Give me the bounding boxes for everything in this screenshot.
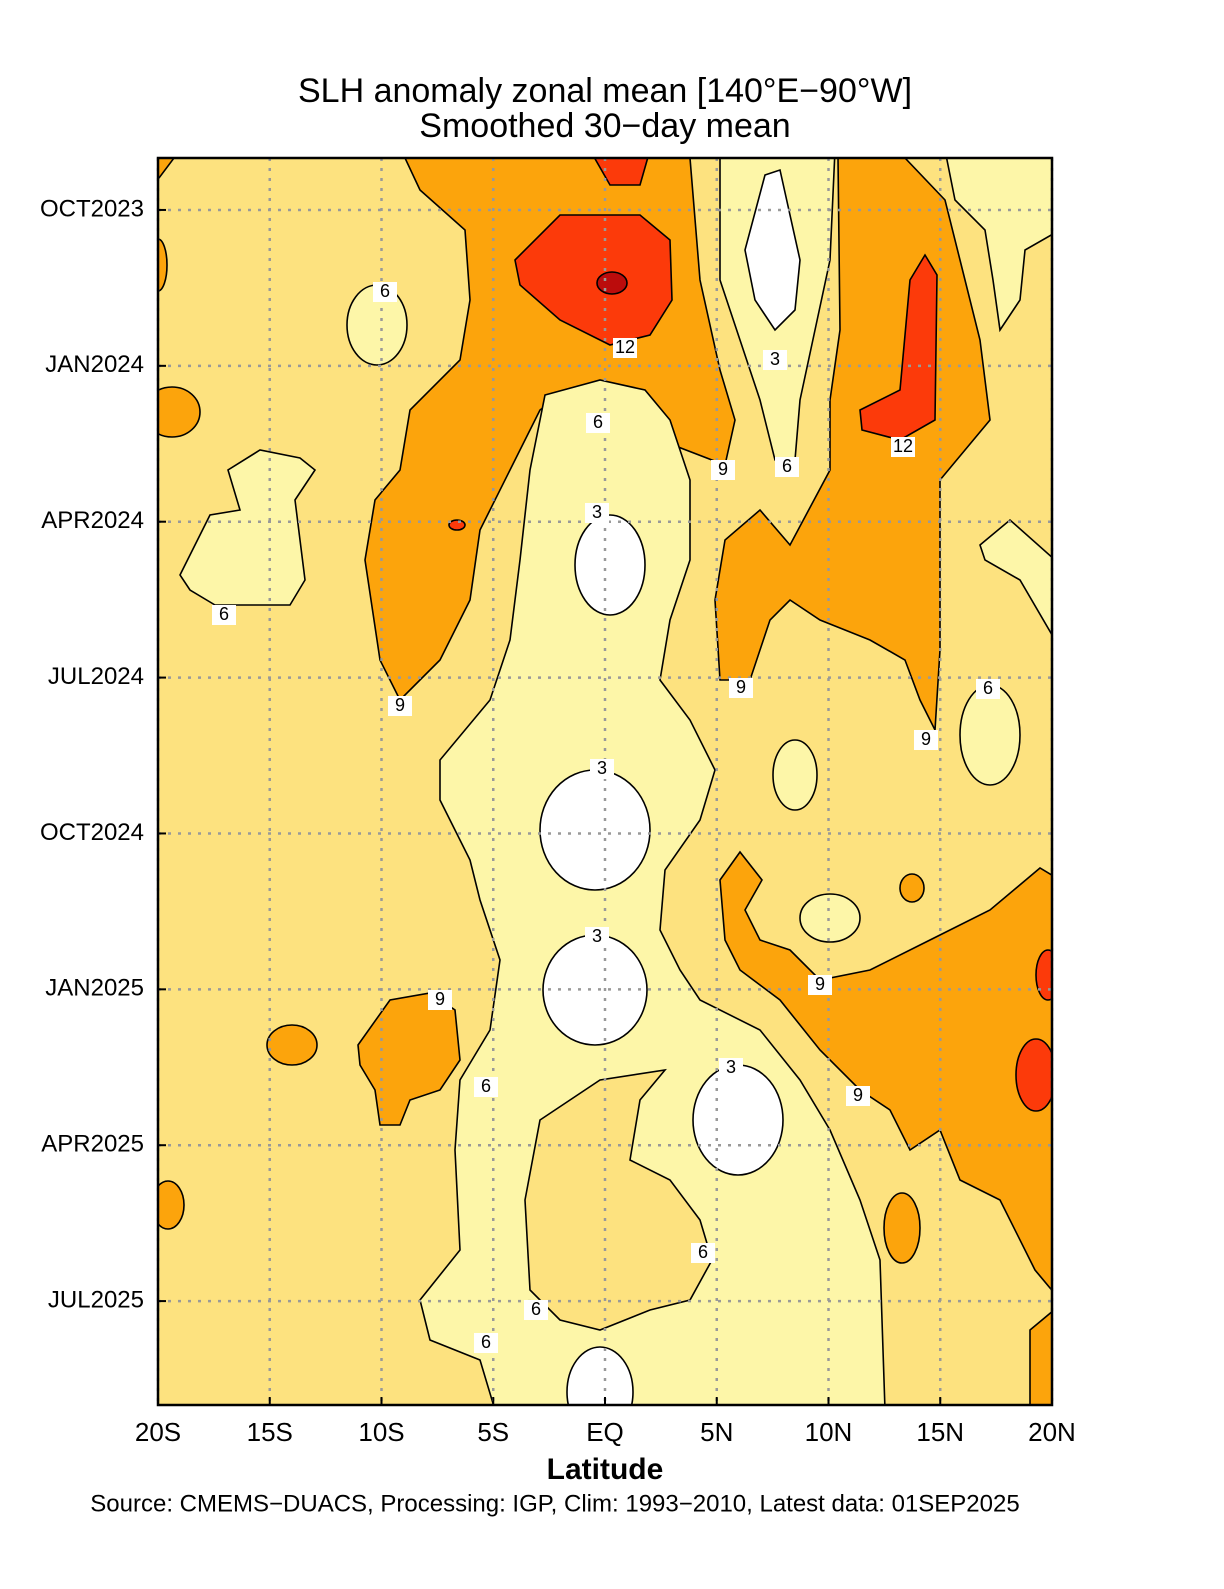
overlay: 6 12 3 6 9 6 12 3 6 9 9 6 9 3 3 9 9 6 3 9 6 6 6 xyxy=(156,158,1054,1405)
contour-label-bg xyxy=(613,338,637,358)
x-tick-label: EQ xyxy=(586,1417,624,1447)
contour-label-bg xyxy=(590,759,614,779)
y-tick-label: JAN2024 xyxy=(45,351,144,378)
contour-label: 6 xyxy=(593,412,603,432)
y-tick-label: OCT2024 xyxy=(40,819,144,846)
contour-label: 6 xyxy=(983,678,993,698)
contour-label-bg xyxy=(585,927,609,947)
contour-label-bg xyxy=(976,679,1000,699)
contour-label: 6 xyxy=(698,1242,708,1262)
contour-label: 9 xyxy=(921,729,931,749)
contour-label: 9 xyxy=(736,677,746,697)
contour-label-bg xyxy=(891,437,915,457)
contour-label-bg xyxy=(763,350,787,370)
x-tick-label: 20N xyxy=(1028,1417,1076,1447)
x-tick-label: 10N xyxy=(805,1417,853,1447)
contour-field xyxy=(158,158,1052,1405)
plot-frame xyxy=(156,156,1054,1407)
x-tick-label: 5N xyxy=(700,1417,733,1447)
contour-label-bg xyxy=(846,1086,870,1106)
contour-label: 3 xyxy=(597,758,607,778)
contour-label: 3 xyxy=(770,349,780,369)
y-tick-label: JUL2024 xyxy=(48,663,144,690)
x-tick-label: 10S xyxy=(358,1417,404,1447)
contour-label: 9 xyxy=(395,695,405,715)
contour-label: 12 xyxy=(893,436,913,456)
contour-label-bg xyxy=(474,1333,498,1353)
contour-label-bg xyxy=(474,1077,498,1097)
contour-label-bg xyxy=(388,696,412,716)
contour-label: 6 xyxy=(531,1299,541,1319)
y-tick-label: OCT2023 xyxy=(40,195,144,222)
contour-label: 6 xyxy=(481,1332,491,1352)
y-tick-label: JUL2025 xyxy=(48,1286,144,1313)
contour-label: 3 xyxy=(592,926,602,946)
contour-label: 6 xyxy=(782,456,792,476)
contour-label: 3 xyxy=(592,502,602,522)
contour-label: 9 xyxy=(435,989,445,1009)
contour-label: 6 xyxy=(481,1076,491,1096)
contour-label-bg xyxy=(808,975,832,995)
y-tick-label: JAN2025 xyxy=(45,975,144,1002)
contour-label-bg xyxy=(586,413,610,433)
y-tick-label: APR2024 xyxy=(41,507,144,534)
contour-label: 9 xyxy=(815,974,825,994)
contour-label-bg xyxy=(729,678,753,698)
caption: Source: CMEMS−DUACS, Processing: IGP, Cl… xyxy=(90,1490,1019,1517)
x-tick-label: 20S xyxy=(135,1417,181,1447)
contour-label: 6 xyxy=(219,604,229,624)
contour-label-bg xyxy=(775,457,799,477)
contour-label-bg xyxy=(585,503,609,523)
contour-label: 9 xyxy=(718,459,728,479)
chart-title: SLH anomaly zonal mean [140°E−90°W] xyxy=(298,72,912,110)
x-axis-label: Latitude xyxy=(547,1453,664,1486)
contour-label-bg xyxy=(373,282,397,302)
contour-label-bg xyxy=(711,460,735,480)
chart-subtitle: Smoothed 30−day mean xyxy=(419,107,790,145)
contour-label: 3 xyxy=(726,1057,736,1077)
contour-label-bg xyxy=(691,1243,715,1263)
contour-label-bg xyxy=(719,1058,743,1078)
contour-label-bg xyxy=(428,990,452,1010)
contour-label-bg xyxy=(212,605,236,625)
contour-label: 9 xyxy=(853,1085,863,1105)
contour-label-bg xyxy=(914,730,938,750)
contour-label: 12 xyxy=(615,337,635,357)
contour-label: 6 xyxy=(380,281,390,301)
y-tick-label: APR2025 xyxy=(41,1131,144,1158)
contour-label-bg xyxy=(524,1300,548,1320)
x-tick-label: 15S xyxy=(247,1417,293,1447)
x-tick-label: 5S xyxy=(477,1417,509,1447)
x-tick-label: 15N xyxy=(916,1417,964,1447)
